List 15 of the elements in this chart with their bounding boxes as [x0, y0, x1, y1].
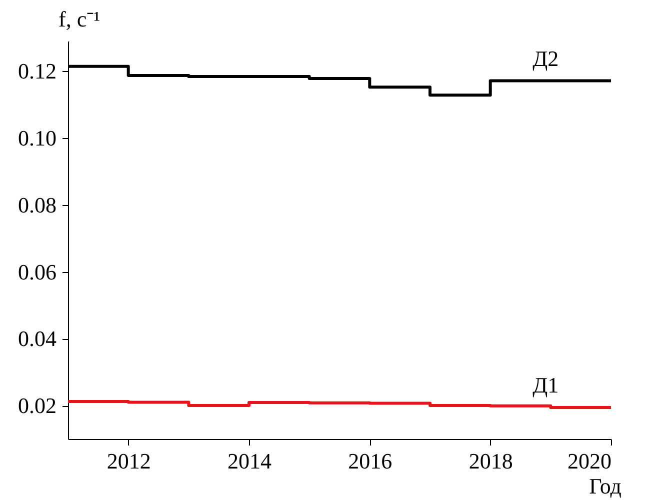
y-axis-title: f, с⁻¹: [58, 6, 100, 32]
x-tick-label: 2018: [468, 448, 513, 474]
x-tick-label: 2012: [106, 448, 151, 474]
y-tick-label: 0.10: [18, 125, 56, 150]
series-label: Д1: [532, 372, 559, 398]
series-label: Д2: [532, 46, 559, 71]
y-tick-label: 0.06: [18, 259, 56, 284]
y-tick-label: 0.02: [18, 393, 56, 418]
x-tick-label: 2014: [228, 448, 272, 474]
y-tick-label: 0.04: [18, 326, 56, 352]
x-tick-label: 2016: [348, 448, 392, 474]
y-tick-label: 0.12: [18, 58, 56, 84]
x-axis-title: Год: [589, 474, 622, 498]
y-tick-label: 0.08: [18, 192, 56, 218]
x-tick-label: 2020: [568, 448, 612, 474]
